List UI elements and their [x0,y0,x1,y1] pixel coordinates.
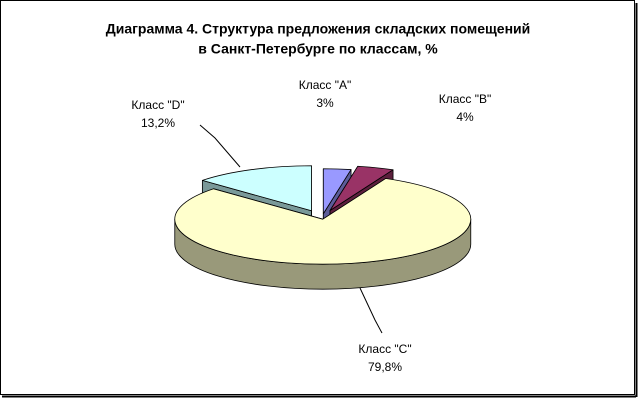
slice-label-name: Класс "A" [299,78,352,92]
slice-label-name: Класс "C" [358,342,411,356]
chart-title: Диаграмма 4. Структура предложения склад… [106,21,531,37]
slice-label-name: Класс "D" [131,98,184,112]
chart-frame [0,0,635,395]
slice-top [322,168,352,215]
leader-line [199,124,241,168]
slice-label-value: 79,8% [368,360,402,374]
slice-top [201,165,312,212]
chart-title: в Санкт-Петербурге по классам, % [198,41,438,57]
slice-label-value: 13,2% [141,116,175,130]
slice-label-name: Класс "B" [439,92,492,106]
slice-label-value: 3% [316,96,334,110]
slice-top [174,178,472,265]
slice-top [329,165,394,211]
leader-line [359,287,383,334]
slice-label-value: 4% [456,110,474,124]
